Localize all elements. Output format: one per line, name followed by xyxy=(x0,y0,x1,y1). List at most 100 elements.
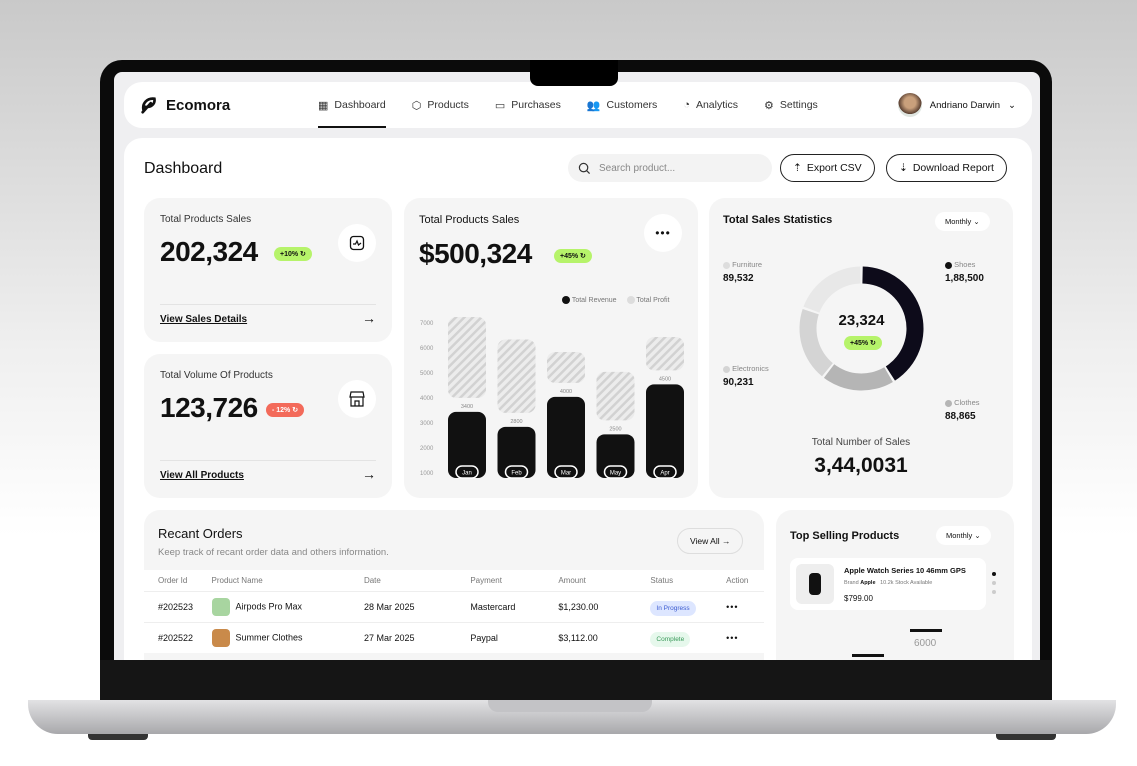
nav-item-customers[interactable]: 👥 Customers xyxy=(587,82,657,128)
donut-slice-clothes[interactable] xyxy=(823,364,893,391)
order-amount: $3,112.00 xyxy=(558,633,598,643)
legend-label: Shoes xyxy=(954,260,976,269)
card-value: $500,324 xyxy=(419,238,532,269)
x-tick-label: Jan xyxy=(462,471,472,477)
view-sales-details-link[interactable]: View Sales Details xyxy=(160,314,248,325)
nav-label: Purchases xyxy=(511,99,561,111)
card-value: 202,324 xyxy=(160,236,258,267)
laptop-chin xyxy=(100,660,1052,700)
nav-label: Dashboard xyxy=(334,99,386,111)
nav-item-dashboard[interactable]: ▦ Dashboard xyxy=(318,82,386,128)
bar-revenue[interactable] xyxy=(497,426,536,478)
order-date: 27 Mar 2025 xyxy=(363,633,415,643)
grid-icon: ▦ xyxy=(318,99,329,112)
section-title: Top Selling Products xyxy=(790,530,900,542)
donut-slice-shoes[interactable] xyxy=(862,266,924,381)
laptop-foot xyxy=(88,734,148,740)
badge-text: - 12% xyxy=(272,407,291,414)
bar-revenue[interactable] xyxy=(547,396,585,478)
column-header[interactable]: Amount xyxy=(558,576,586,585)
nav-item-settings[interactable]: ⚙ Settings xyxy=(764,82,818,128)
period-dropdown[interactable]: Monthly ⌄ xyxy=(935,212,990,231)
y-tick-label: 3000 xyxy=(420,421,434,427)
donut-slice-electronics[interactable] xyxy=(799,308,833,377)
view-all-button[interactable]: View All → xyxy=(677,528,744,554)
nav-item-analytics[interactable]: ◔ Analytics xyxy=(683,82,738,128)
bar-revenue[interactable] xyxy=(646,384,684,478)
column-header[interactable]: Status xyxy=(650,576,674,585)
table-row[interactable]: #202523 Airpods Pro Max 28 Mar 2025 Mast… xyxy=(144,591,764,623)
card-title: Total Products Sales xyxy=(160,214,252,225)
x-tick-label: Mar xyxy=(561,471,571,477)
growth-badge: +45% ↻ xyxy=(844,336,882,350)
more-actions-icon[interactable]: ••• xyxy=(726,633,739,643)
download-icon: ⇣ xyxy=(899,162,908,174)
download-report-button[interactable]: ⇣ Download Report xyxy=(886,154,1007,182)
bar-value-label: 2800 xyxy=(510,419,522,425)
column-header[interactable]: Date xyxy=(363,576,381,585)
payment-method: Paypal xyxy=(470,633,498,643)
product-meta: Brand Apple 10.2k Stock Available xyxy=(844,580,932,586)
legend-label: Electronics xyxy=(732,364,769,373)
user-menu[interactable]: Andriano Darwin ⌄ xyxy=(897,93,1016,117)
bar-profit[interactable] xyxy=(547,351,585,383)
order-id: #202522 xyxy=(158,633,194,643)
badge-text: +45% xyxy=(850,340,869,347)
section-title: Recant Orders xyxy=(158,526,243,541)
legend-label: Furniture xyxy=(732,260,763,269)
chart-legend: Total Revenue Total Profit xyxy=(562,296,670,304)
picker-value: 6000 xyxy=(914,638,937,649)
logo[interactable]: Ecomora xyxy=(140,96,318,114)
laptop-foot xyxy=(996,734,1056,740)
view-all-products-link[interactable]: View All Products xyxy=(160,470,244,481)
nav-item-purchases[interactable]: ▭ Purchases xyxy=(495,82,561,128)
carousel-dots[interactable] xyxy=(992,572,996,594)
stock: 10.2k Stock Available xyxy=(880,580,933,586)
export-label: Export CSV xyxy=(806,162,862,174)
export-csv-button[interactable]: ⇡ Export CSV xyxy=(780,154,875,182)
dropdown-value: Monthly xyxy=(945,217,972,226)
camera-notch xyxy=(530,60,618,86)
bar-profit[interactable] xyxy=(448,317,486,398)
arrow-right-icon[interactable]: → xyxy=(362,466,376,482)
nav-label: Analytics xyxy=(695,99,738,111)
bar-profit[interactable] xyxy=(497,339,536,413)
nav-item-products[interactable]: ⬡ Products xyxy=(412,82,469,128)
column-header[interactable]: Product Name xyxy=(211,576,263,585)
order-id: #202523 xyxy=(158,602,194,612)
y-tick-label: 4000 xyxy=(420,396,434,402)
column-header[interactable]: Payment xyxy=(470,576,502,585)
gear-icon: ⚙ xyxy=(763,99,774,112)
card-title: Total Products Sales xyxy=(419,214,520,226)
legend-profit: Total Profit xyxy=(626,296,670,304)
product-item[interactable]: Apple Watch Series 10 46mm GPS Brand App… xyxy=(790,558,986,610)
search-input[interactable]: Search product... xyxy=(568,154,772,182)
bar-profit[interactable] xyxy=(596,371,635,421)
more-options-button[interactable]: ••• xyxy=(644,214,682,252)
more-actions-icon[interactable]: ••• xyxy=(726,602,739,612)
total-volume-card: Total Volume Of Products 123,726 - 12% ↻… xyxy=(144,354,392,498)
users-icon: 👥 xyxy=(586,99,601,112)
period-dropdown[interactable]: Monthly ⌄ xyxy=(936,526,991,545)
upload-icon: ⇡ xyxy=(793,162,802,174)
table-row[interactable]: #202522 Summer Clothes 27 Mar 2025 Paypa… xyxy=(144,622,764,654)
growth-badge: +45% ↻ xyxy=(554,249,592,263)
bar-profit[interactable] xyxy=(646,336,684,371)
y-tick-label: 1000 xyxy=(420,471,434,477)
column-header[interactable]: Action xyxy=(726,576,749,585)
payment-method: Mastercard xyxy=(470,602,516,612)
product-name: Apple Watch Series 10 46mm GPS xyxy=(844,566,966,575)
card-title: Total Sales Statistics xyxy=(723,214,833,226)
laptop-base-notch xyxy=(488,700,652,712)
bar-revenue[interactable] xyxy=(448,411,486,478)
legend-shoes: Shoes 1,88,500 xyxy=(945,260,984,284)
donut-slice-furniture[interactable] xyxy=(803,266,861,313)
column-header[interactable]: Order Id xyxy=(158,576,188,585)
page-title: Dashboard xyxy=(144,160,223,177)
nav-label: Products xyxy=(427,99,469,111)
main-panel: Dashboard Search product... ⇡ Export CSV … xyxy=(124,138,1032,660)
legend-label: Total Profit xyxy=(636,296,670,304)
more-icon: ••• xyxy=(655,226,671,240)
arrow-right-icon[interactable]: → xyxy=(362,310,376,326)
store-icon xyxy=(338,380,376,418)
